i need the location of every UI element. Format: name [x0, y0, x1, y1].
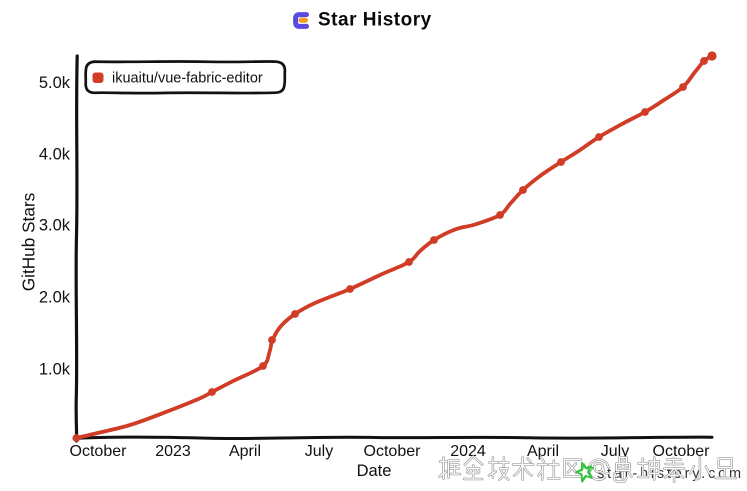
svg-text:October: October [364, 443, 422, 460]
svg-text:2.0k: 2.0k [39, 289, 71, 307]
svg-text:2023: 2023 [155, 443, 191, 460]
svg-text:3.0k: 3.0k [39, 217, 71, 235]
svg-text:5.0k: 5.0k [39, 74, 71, 92]
svg-text:October: October [70, 443, 128, 460]
svg-text:1.0k: 1.0k [39, 361, 71, 379]
svg-text:Date: Date [357, 462, 392, 480]
svg-text:July: July [305, 443, 333, 460]
svg-text:2024: 2024 [450, 443, 486, 460]
svg-text:ikuaitu/vue-fabric-editor: ikuaitu/vue-fabric-editor [112, 71, 263, 87]
svg-text:April: April [229, 443, 261, 460]
svg-text:July: July [601, 443, 629, 460]
svg-text:October: October [653, 443, 711, 460]
svg-text:GitHub Stars: GitHub Stars [19, 193, 39, 291]
svg-text:4.0k: 4.0k [39, 146, 71, 164]
svg-text:April: April [527, 443, 559, 460]
svg-text:Star History: Star History [318, 10, 432, 31]
